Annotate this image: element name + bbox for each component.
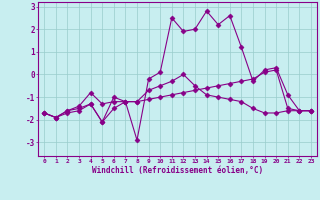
X-axis label: Windchill (Refroidissement éolien,°C): Windchill (Refroidissement éolien,°C) — [92, 166, 263, 175]
